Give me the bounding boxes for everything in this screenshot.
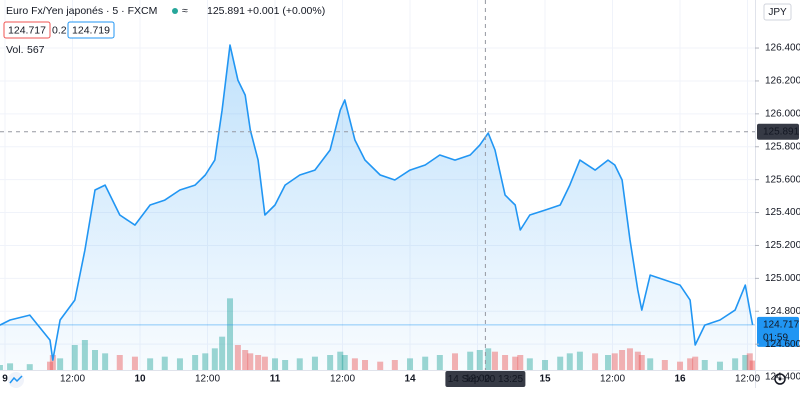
y-tick-label: 125.400 (765, 207, 800, 218)
price-line (0, 44, 754, 361)
x-tick-label: 16 (674, 374, 686, 385)
y-tick-label: 124.600 (765, 339, 800, 350)
x-tick-label: 12:00 (195, 374, 220, 385)
x-tick-label: 12:00 (735, 374, 760, 385)
countdown: 01:59 (763, 333, 788, 344)
x-tick-label: 12:00 (465, 374, 490, 385)
y-tick-label: 125.200 (765, 240, 800, 251)
crosshair-y-label: 125.891 (763, 126, 800, 137)
gear-hub[interactable] (778, 377, 782, 381)
volume-last: 567 (27, 44, 45, 56)
status-icon: ≈ (182, 5, 188, 17)
volume-title: Vol. (6, 44, 24, 56)
bid[interactable]: 124.717 (8, 24, 46, 36)
legend-change: +0.001 (+0.00%) (247, 5, 325, 17)
crosshair-y-box (757, 123, 799, 140)
price-area (0, 45, 753, 370)
x-tick-label: 11 (270, 374, 281, 385)
x-tick-label: 9 (2, 374, 8, 385)
y-tick-label: 125.000 (765, 273, 800, 284)
currency[interactable]: JPY (768, 7, 787, 18)
y-tick-label: 126.200 (765, 76, 800, 87)
ask[interactable]: 124.719 (72, 24, 110, 36)
spread: 0.2 (52, 24, 67, 36)
status-dot (172, 8, 178, 14)
logo[interactable] (8, 372, 24, 388)
legend: Euro Fx/Yen japonés · 5 · FXCM ≈ 125.891… (3, 5, 325, 56)
y-tick-label: 124.800 (765, 306, 800, 317)
x-tick-label: 14 (404, 374, 416, 385)
legend-price: 125.891 (207, 5, 245, 17)
bid-box[interactable] (3, 21, 51, 39)
y-tick-label: 126.000 (765, 108, 800, 119)
crosshair-x-box (445, 371, 526, 387)
gear-ring[interactable] (774, 373, 786, 385)
last-price-label: 124.717 (763, 320, 800, 331)
x-tick-label: 12:00 (330, 374, 355, 385)
ask-box[interactable] (67, 21, 115, 39)
y-tick-label: 125.600 (765, 174, 800, 185)
settings-icon[interactable] (774, 373, 786, 385)
y-tick-label: 126.400 (765, 43, 800, 54)
logo-mark[interactable] (9, 375, 23, 384)
symbol-title: Euro Fx/Yen japonés · 5 · FXCM (6, 5, 157, 17)
x-tick-label: 12:00 (60, 374, 85, 385)
x-tick-label: 10 (134, 374, 146, 385)
currency-box[interactable] (763, 3, 792, 21)
last-price-box (757, 316, 799, 347)
x-tick-label: 15 (539, 374, 551, 385)
y-tick-label: 124.400 (765, 372, 800, 383)
x-tick-label: 12:00 (600, 374, 625, 385)
crosshair-x-label: 14 Sep '20 13:25 (448, 374, 524, 385)
y-tick-label: 125.800 (765, 141, 800, 152)
